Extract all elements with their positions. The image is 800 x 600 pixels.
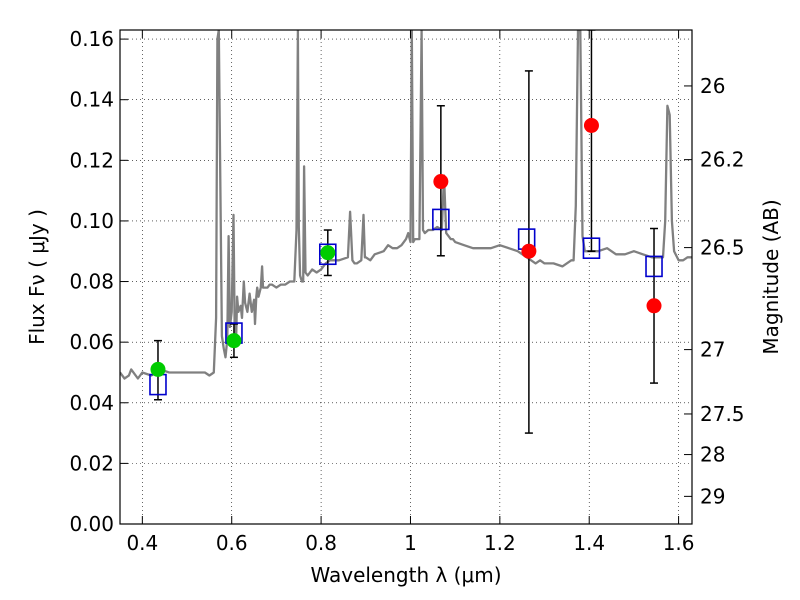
axis-ticks: [120, 30, 692, 525]
gridlines: [120, 30, 692, 525]
x-tick-label: 0.8: [305, 531, 337, 555]
model-point: [582, 237, 601, 260]
y-tick-label: 0.06: [69, 330, 114, 354]
model-point: [318, 243, 337, 266]
x-tick-label: 0.4: [126, 531, 158, 555]
mag-tick-label: 26.2: [700, 148, 745, 172]
data-point: [150, 361, 166, 377]
x-tick-label: 1.6: [663, 531, 695, 555]
y-axis-label-right: Magnitude (AB): [759, 199, 783, 354]
axes-frame: [119, 29, 693, 525]
data-point: [433, 174, 449, 190]
y-tick-label: 0.12: [69, 148, 114, 172]
data-point: [320, 245, 336, 261]
model-point: [432, 208, 450, 231]
data-point: [226, 333, 242, 349]
plot-area: [120, 30, 692, 434]
y-tick-label: 0.08: [69, 270, 114, 294]
y-axis-label: Flux Fν ( μJy ): [25, 209, 49, 345]
data-point: [646, 298, 662, 314]
x-tick-label: 1: [404, 531, 417, 555]
tick-labels: 0.4 0.6 0.8 1 1.2 1.4 1.6 0.00 0.02 0.04 0.06 0.08 0…: [69, 27, 744, 555]
mag-tick-label: 26.5: [700, 236, 745, 260]
mag-tick-label: 26: [700, 74, 725, 98]
x-tick-label: 1.2: [484, 531, 516, 555]
spectrum-line: [120, 30, 692, 380]
mag-tick-label: 29: [700, 484, 725, 508]
x-axis-label: Wavelength λ (μm): [310, 563, 501, 587]
data-point: [521, 243, 537, 259]
x-tick-label: 1.4: [573, 531, 605, 555]
y-tick-label: 0.02: [69, 451, 114, 475]
y-tick-label: 0.04: [69, 391, 114, 415]
y-tick-label: 0.00: [69, 512, 114, 536]
x-tick-label: 0.6: [216, 531, 248, 555]
mag-tick-label: 28: [700, 443, 725, 467]
y-tick-label: 0.16: [69, 27, 114, 51]
mag-tick-label: 27: [700, 338, 725, 362]
y-tick-label: 0.10: [69, 209, 114, 233]
model-point: [645, 255, 663, 278]
y-tick-label: 0.14: [69, 88, 114, 112]
data-point: [583, 117, 599, 133]
mag-tick-label: 27.5: [700, 402, 745, 426]
